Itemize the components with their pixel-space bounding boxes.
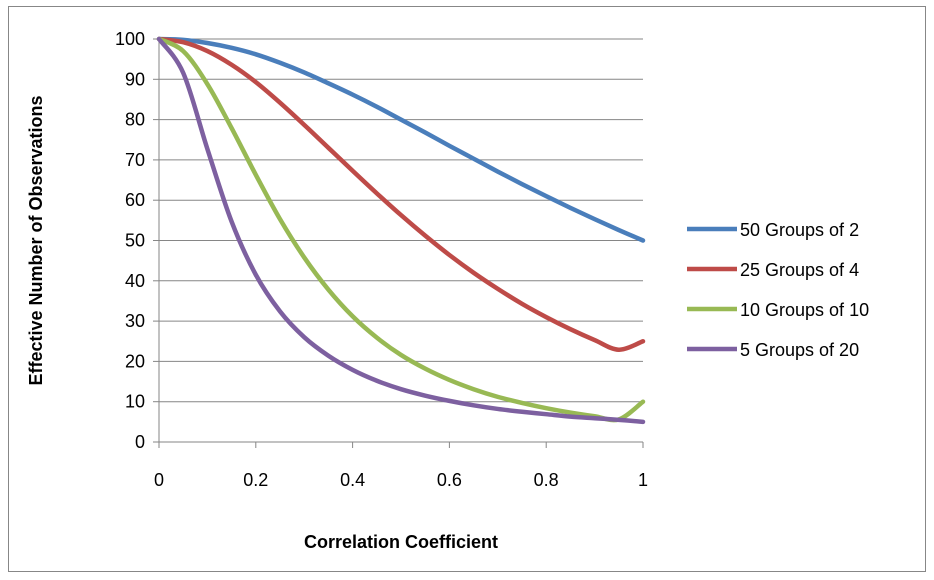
legend-label-4: 5 Groups of 20	[740, 340, 859, 360]
gridlines	[159, 38, 643, 403]
y-tick-label: 100	[115, 29, 145, 49]
y-tick-label: 20	[125, 351, 145, 371]
x-tick-label: 0.4	[340, 470, 365, 490]
x-tick-label: 0.2	[243, 470, 268, 490]
series-line-4	[156, 36, 646, 425]
series-lines	[156, 36, 646, 425]
x-tick-label: 0.6	[437, 470, 462, 490]
y-tick-label: 50	[125, 231, 145, 251]
x-tick-label: 0	[154, 470, 164, 490]
legend: 50 Groups of 2 25 Groups of 4 10 Groups of…	[687, 220, 869, 360]
tick-labels: 0 10 20 30 40 50 60 70 80 90 100 0 0.2 0.4 0.6 0.8 1	[115, 29, 648, 490]
series-line-2	[156, 36, 646, 352]
chart-frame: 0 10 20 30 40 50 60 70 80 90 100 0 0.2 0.4 0.6 0.8 1 Cor…	[8, 6, 926, 572]
y-tick-label: 90	[125, 69, 145, 89]
line-chart: 0 10 20 30 40 50 60 70 80 90 100 0 0.2 0.4 0.6 0.8 1 Cor…	[26, 29, 869, 552]
y-tick-label: 80	[125, 110, 145, 130]
x-tick-label: 0.8	[534, 470, 559, 490]
x-axis-title: Correlation Coefficient	[304, 532, 498, 552]
y-tick-label: 30	[125, 311, 145, 331]
y-axis-title: Effective Number of Observations	[26, 95, 46, 385]
y-tick-label: 70	[125, 150, 145, 170]
series-line-3	[156, 36, 646, 423]
y-tick-label: 60	[125, 190, 145, 210]
axes	[153, 38, 644, 448]
legend-label-1: 50 Groups of 2	[740, 220, 859, 240]
series-line-1	[156, 36, 646, 243]
y-tick-label: 10	[125, 392, 145, 412]
legend-label-2: 25 Groups of 4	[740, 260, 859, 280]
y-tick-label: 40	[125, 271, 145, 291]
legend-label-3: 10 Groups of 10	[740, 300, 869, 320]
y-tick-label: 0	[135, 432, 145, 452]
x-tick-label: 1	[638, 470, 648, 490]
